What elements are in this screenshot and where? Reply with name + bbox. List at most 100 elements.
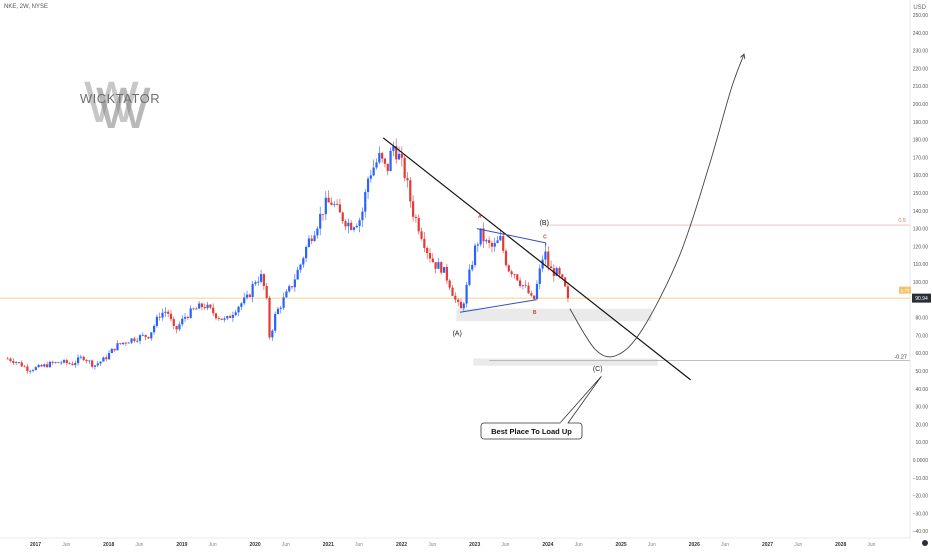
candle (290, 285, 294, 290)
callout-box[interactable] (480, 422, 583, 440)
descending-trendline[interactable] (382, 137, 692, 381)
candle (299, 263, 302, 273)
candle (473, 243, 477, 268)
candle-body (282, 297, 285, 308)
candle-body (395, 146, 398, 160)
candle-body (355, 225, 358, 228)
candle (186, 315, 189, 321)
candle (79, 354, 82, 360)
candle-body (516, 274, 519, 281)
candle-body (305, 246, 308, 259)
candle (423, 232, 426, 253)
candle-body (555, 268, 558, 276)
candle (457, 298, 460, 307)
time-label-month: Jun (721, 542, 729, 548)
candle (276, 306, 280, 315)
candle (279, 305, 282, 314)
candle (395, 138, 398, 164)
candle (20, 360, 23, 367)
candle-body (473, 245, 477, 266)
triangle-lower-line[interactable] (459, 299, 537, 313)
price-tick-label: 160.00 (913, 173, 929, 179)
projection-path[interactable] (569, 54, 745, 358)
candle (271, 329, 274, 341)
candle (493, 237, 496, 252)
candle-body (524, 285, 527, 287)
candle (420, 227, 423, 241)
candle (158, 312, 161, 321)
candle-body (431, 258, 434, 263)
candle-body (147, 336, 150, 339)
candle (417, 214, 420, 235)
candle-body (319, 213, 322, 229)
candle (566, 282, 570, 303)
candle-body (65, 360, 68, 364)
time-axis[interactable]: 2017 Jun 2018 Jun 2019 Jun 2020 Jun 2021 Jun 2022 J… (0, 537, 910, 548)
callout[interactable]: Best Place To Load Up (480, 376, 602, 440)
candle (344, 219, 347, 231)
chart-drawings[interactable] (382, 53, 746, 381)
candle (333, 201, 336, 208)
candle-body (527, 285, 530, 294)
time-label-year: 2021 (323, 542, 334, 548)
candle-body (285, 291, 288, 298)
candle (352, 226, 356, 233)
candle (330, 197, 333, 206)
candle-body (420, 231, 423, 239)
candle (296, 266, 299, 280)
candle (518, 277, 522, 288)
candle (321, 213, 325, 221)
price-tick-label: 70.00 (915, 333, 928, 339)
candle-body (60, 362, 63, 364)
candle (181, 315, 184, 327)
candle-body (122, 342, 125, 345)
candle (144, 334, 147, 341)
candle (502, 233, 505, 254)
symbol-title[interactable]: NKE, 2W, NYSE (4, 4, 49, 10)
time-label-year: 2028 (835, 542, 846, 548)
candle-body (383, 158, 387, 164)
candle (400, 146, 403, 167)
candle-body (544, 251, 547, 260)
candle (544, 245, 547, 265)
time-label-year: 2027 (762, 542, 773, 548)
sub-wave-label-c: C (543, 234, 547, 240)
candle (364, 189, 367, 218)
candle-body (392, 146, 395, 151)
candle-body (37, 365, 40, 368)
candle-body (350, 222, 353, 230)
candle (564, 276, 567, 287)
candle-body (406, 178, 409, 181)
candle-body (547, 251, 550, 267)
triangle-upper-line[interactable] (476, 228, 546, 244)
tradingview-logo-icon[interactable] (922, 540, 928, 546)
candle (411, 195, 415, 222)
candle-body (302, 258, 305, 265)
last-price-tag[interactable]: 90.94 (912, 293, 931, 303)
candle (341, 211, 344, 224)
candle-body (186, 317, 189, 318)
price-axis[interactable]: 250.00 240.00 230.00 220.00 210.00 200.00 190.… (899, 0, 931, 538)
candle-body (189, 308, 192, 318)
candle-body (144, 334, 147, 337)
candle (147, 336, 150, 340)
sub-wave-label-a: A (478, 214, 482, 220)
callout-text: Best Place To Load Up (491, 427, 572, 436)
candle-body (417, 217, 420, 232)
candle (136, 337, 139, 343)
time-label-month: Jun (135, 542, 143, 548)
candle-body (372, 167, 375, 176)
candle (335, 199, 339, 206)
candle (462, 301, 465, 311)
candle-body (381, 153, 384, 159)
candle (37, 363, 40, 368)
candle-body (29, 370, 32, 372)
candle (268, 295, 271, 340)
candle-body (119, 343, 122, 345)
candle (488, 236, 491, 249)
candle-body (20, 362, 23, 367)
candle (288, 284, 291, 293)
candle-body (496, 240, 499, 244)
